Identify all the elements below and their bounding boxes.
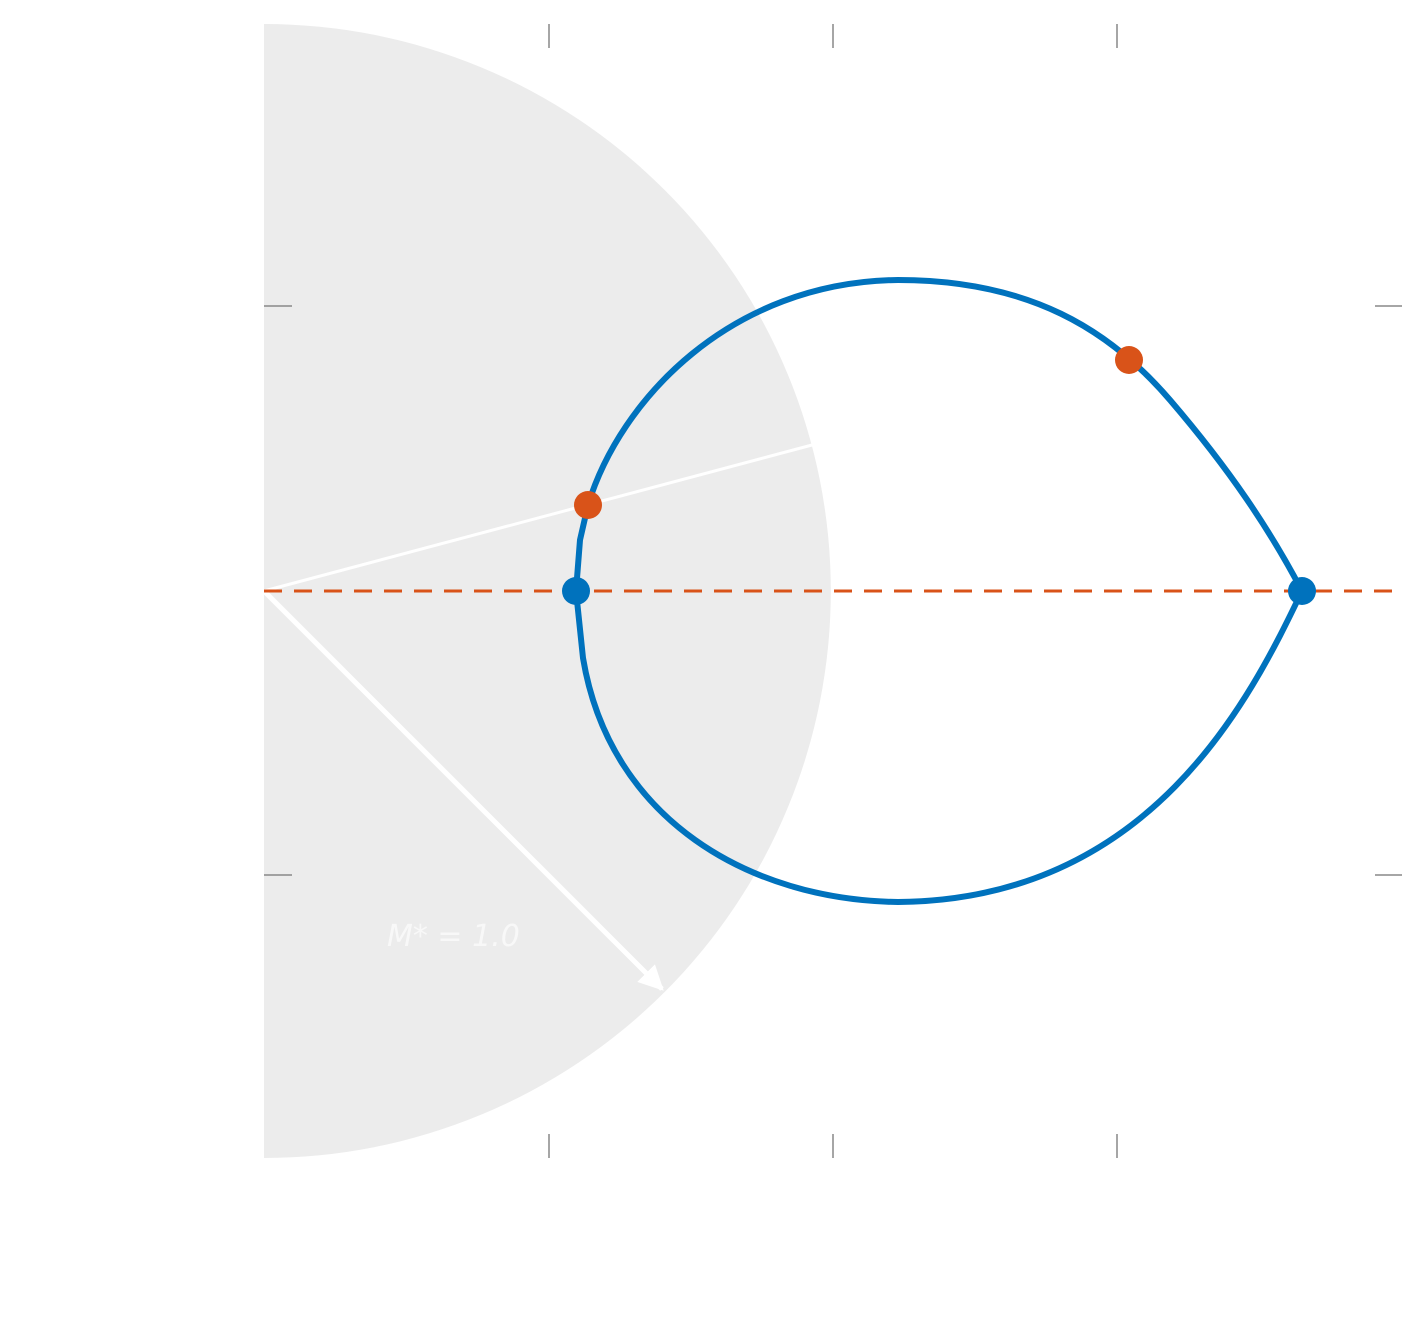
point [1288, 577, 1316, 605]
point [562, 577, 590, 605]
ray [263, 443, 813, 593]
point [1115, 346, 1143, 374]
annotation-label: M* = 1.0 [387, 919, 520, 954]
curve [572, 276, 1306, 906]
ticks [264, 24, 1402, 1158]
radius-arrow [262, 589, 664, 991]
point [574, 491, 602, 519]
